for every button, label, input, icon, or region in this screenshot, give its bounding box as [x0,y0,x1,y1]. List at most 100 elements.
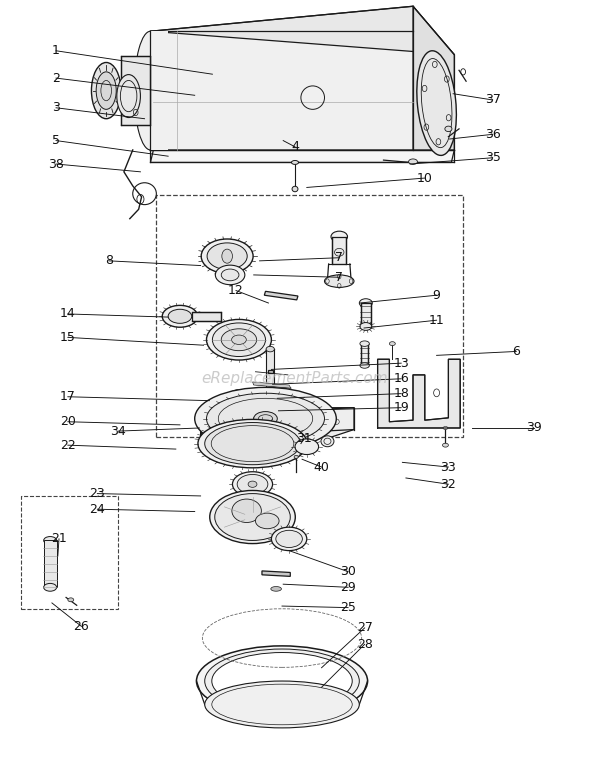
Text: 37: 37 [485,94,500,106]
Ellipse shape [215,494,290,540]
Text: 27: 27 [357,622,372,634]
Ellipse shape [229,390,249,404]
Ellipse shape [212,323,266,356]
Ellipse shape [255,513,279,529]
Polygon shape [332,237,346,264]
Ellipse shape [254,412,277,426]
Polygon shape [192,312,221,321]
Text: 26: 26 [74,620,89,633]
Text: 40: 40 [314,461,329,473]
Text: 14: 14 [60,308,76,320]
Ellipse shape [266,346,274,351]
Ellipse shape [360,362,369,369]
Ellipse shape [264,419,276,428]
Text: 30: 30 [340,565,356,578]
Ellipse shape [321,436,334,447]
Ellipse shape [266,405,274,411]
Text: 23: 23 [90,487,105,500]
Ellipse shape [360,323,372,330]
Text: 12: 12 [228,284,244,297]
Ellipse shape [222,249,232,263]
Text: 3: 3 [52,102,60,114]
Ellipse shape [221,269,239,281]
Ellipse shape [221,329,257,351]
Ellipse shape [134,31,166,150]
Bar [21,496,118,609]
Polygon shape [121,56,150,125]
Text: 13: 13 [394,357,409,369]
Bar [44,540,57,587]
Text: 1: 1 [52,45,60,57]
Ellipse shape [292,186,298,192]
Text: 11: 11 [429,314,444,326]
Text: 35: 35 [485,152,500,164]
Text: 31: 31 [296,433,312,445]
Ellipse shape [248,481,257,487]
Ellipse shape [276,530,302,547]
Ellipse shape [443,426,448,430]
Polygon shape [262,571,290,576]
Ellipse shape [68,598,74,601]
Text: 24: 24 [90,503,105,515]
Text: 17: 17 [60,390,76,403]
Ellipse shape [232,472,273,497]
Ellipse shape [231,335,247,344]
Text: 15: 15 [60,331,76,344]
Text: 25: 25 [340,601,356,614]
Text: 16: 16 [394,373,409,385]
Text: 4: 4 [291,141,299,153]
Polygon shape [201,408,354,437]
Ellipse shape [215,266,245,284]
Ellipse shape [44,583,57,591]
Polygon shape [378,359,460,428]
Text: 29: 29 [340,581,356,594]
Text: 28: 28 [357,638,372,651]
Text: 36: 36 [485,128,500,141]
Ellipse shape [162,305,198,327]
Ellipse shape [205,423,300,465]
Ellipse shape [209,490,295,544]
Ellipse shape [44,537,57,544]
Text: 34: 34 [110,425,126,437]
Polygon shape [150,31,454,150]
Ellipse shape [389,342,395,345]
Polygon shape [150,6,454,55]
Polygon shape [253,395,294,401]
Polygon shape [413,6,454,150]
Ellipse shape [408,159,418,165]
Bar [156,195,463,437]
Ellipse shape [237,474,268,494]
Ellipse shape [445,126,452,132]
Text: 5: 5 [52,134,60,147]
Polygon shape [361,303,371,326]
Ellipse shape [212,653,352,709]
Ellipse shape [205,649,359,713]
Ellipse shape [196,646,368,716]
Polygon shape [150,31,168,150]
Ellipse shape [206,319,271,360]
Ellipse shape [291,161,299,165]
Bar [266,349,274,408]
Text: 33: 33 [441,461,456,473]
Ellipse shape [359,299,372,308]
Text: 39: 39 [526,422,542,434]
Text: 8: 8 [105,255,113,267]
Ellipse shape [417,51,457,155]
Ellipse shape [232,499,261,522]
Text: 38: 38 [48,158,64,170]
Text: 7: 7 [335,251,343,264]
Polygon shape [361,344,368,366]
Polygon shape [264,291,298,300]
Text: 22: 22 [60,439,76,451]
Text: 7: 7 [335,271,343,284]
Ellipse shape [205,681,359,728]
Ellipse shape [324,275,354,287]
Polygon shape [268,370,273,373]
Text: 19: 19 [394,401,409,414]
Ellipse shape [168,309,192,323]
Ellipse shape [271,527,307,551]
Ellipse shape [335,248,344,256]
Text: 32: 32 [441,478,456,490]
Ellipse shape [360,341,369,347]
Text: 6: 6 [512,345,520,358]
